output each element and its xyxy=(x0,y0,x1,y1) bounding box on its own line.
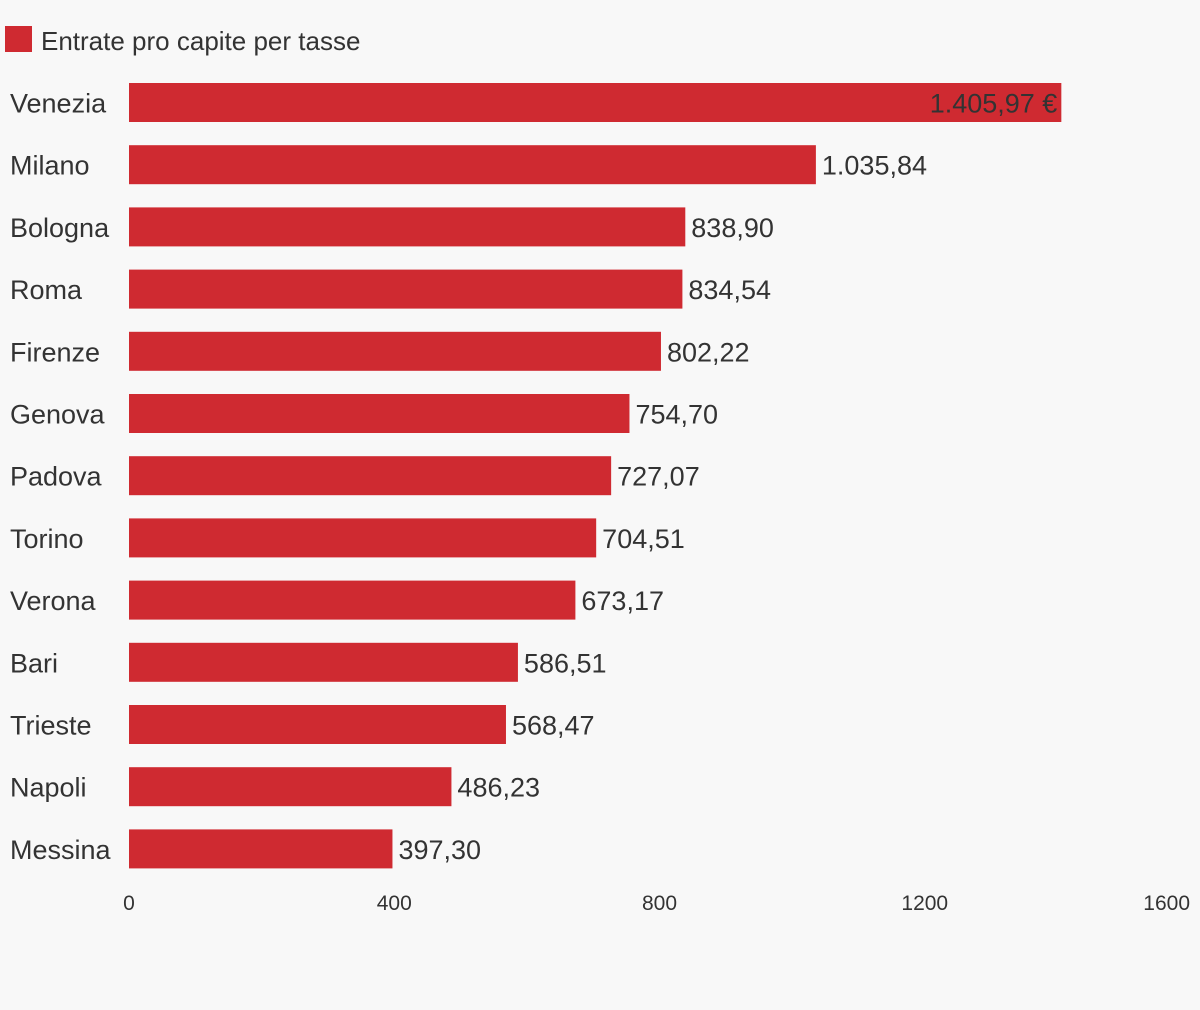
value-label: 586,51 xyxy=(524,648,607,678)
legend-label: Entrate pro capite per tasse xyxy=(41,26,360,56)
value-label: 704,51 xyxy=(602,524,685,554)
value-label: 1.035,84 xyxy=(822,151,927,181)
x-tick-label: 400 xyxy=(377,892,412,915)
category-label: Venezia xyxy=(10,89,107,119)
category-label: Torino xyxy=(10,524,84,554)
value-label: 486,23 xyxy=(457,773,540,803)
bar xyxy=(129,518,597,558)
x-tick-label: 0 xyxy=(123,892,135,915)
bar xyxy=(129,642,518,682)
value-label: 834,54 xyxy=(688,275,771,305)
bar xyxy=(129,705,506,744)
category-label: Napoli xyxy=(10,773,87,803)
value-label: 802,22 xyxy=(667,337,750,367)
category-label: Trieste xyxy=(10,711,92,741)
category-label: Roma xyxy=(10,275,83,305)
bar xyxy=(129,331,661,371)
category-label: Verona xyxy=(10,586,97,616)
category-label: Bari xyxy=(10,648,58,678)
legend-swatch xyxy=(5,26,32,52)
bar xyxy=(129,580,576,620)
bar xyxy=(129,269,683,309)
value-label: 568,47 xyxy=(512,711,595,741)
x-axis-ticks: 0 400 800 1200 1600 xyxy=(123,892,1190,915)
value-labels: 1.405,97 € 1.035,84 838,90 834,54 802,22 754,… xyxy=(398,89,1057,865)
category-label: Firenze xyxy=(10,337,100,367)
bar xyxy=(129,767,452,807)
bar xyxy=(129,829,393,869)
category-label: Padova xyxy=(10,462,103,492)
value-label: 397,30 xyxy=(398,835,481,865)
bar xyxy=(129,83,1062,122)
bar xyxy=(129,207,686,247)
legend: Entrate pro capite per tasse xyxy=(5,26,360,56)
x-tick-label: 1600 xyxy=(1143,892,1190,915)
value-label: 838,90 xyxy=(691,213,774,243)
value-label: 754,70 xyxy=(635,400,718,430)
category-label: Milano xyxy=(10,151,90,181)
bar xyxy=(129,145,816,185)
x-tick-label: 1200 xyxy=(901,892,948,915)
category-label: Messina xyxy=(10,835,112,865)
bar xyxy=(129,394,630,433)
category-label: Genova xyxy=(10,400,106,430)
category-label: Bologna xyxy=(10,213,110,243)
bars xyxy=(129,83,1062,869)
bar xyxy=(129,456,612,496)
value-label: 727,07 xyxy=(617,462,700,492)
value-label: 1.405,97 € xyxy=(930,89,1058,119)
value-label: 673,17 xyxy=(581,586,664,616)
category-labels: Venezia Milano Bologna Roma Firenze Genova Pad… xyxy=(10,89,112,865)
x-tick-label: 800 xyxy=(642,892,677,915)
